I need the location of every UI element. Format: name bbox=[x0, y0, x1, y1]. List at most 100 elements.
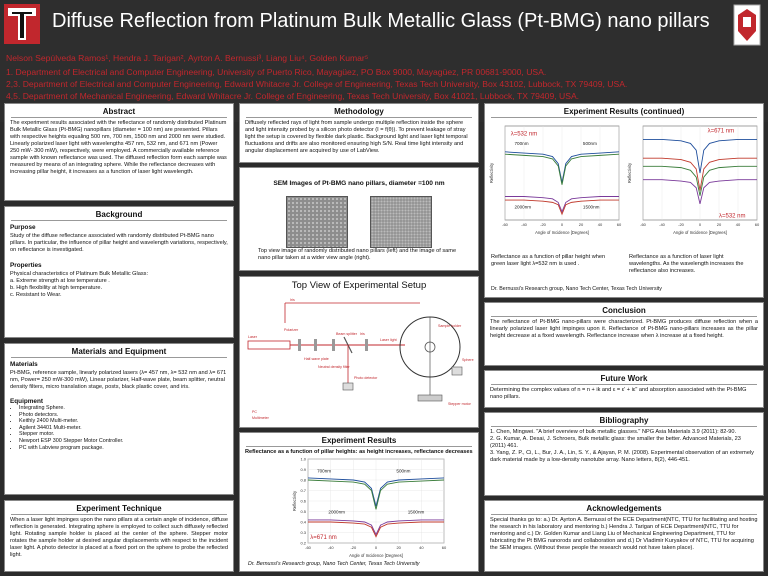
results-subtitle: Reflectance as a function of pillar heig… bbox=[245, 449, 473, 455]
sem-panel: SEM Images of Pt-BMG nano pillars, diame… bbox=[239, 167, 479, 271]
laser-box bbox=[247, 340, 291, 350]
purpose-text: Study of the diffuse reflectance associa… bbox=[10, 233, 228, 253]
setup-label: Iris bbox=[290, 298, 295, 302]
x-tick-label: -60 bbox=[640, 222, 647, 227]
conclusion-title: Conclusion bbox=[602, 306, 646, 315]
y-tick-label: 0.7 bbox=[300, 488, 306, 493]
list-item: Newport ESP 300 Stepper Motor Controller… bbox=[19, 438, 233, 445]
setup-diagram: Laser Polarizer Half-wave plate Neutral … bbox=[247, 298, 474, 420]
divider bbox=[11, 220, 227, 221]
properties-line: Physical characteristics of Platinum Bul… bbox=[10, 271, 149, 277]
setup-label: Photo detector bbox=[354, 376, 378, 380]
iris-shape bbox=[365, 339, 368, 351]
list-item: Stepper motor. bbox=[19, 431, 233, 438]
texas-tech-logo-icon bbox=[4, 4, 40, 44]
results-footer: Dr. Bernussi's Research group, Nano Tech… bbox=[248, 561, 420, 567]
methodology-text: Diffusely reflected rays of light from s… bbox=[245, 120, 468, 154]
bibliography-title: Bibliography bbox=[599, 416, 649, 425]
chart-annotation: 1500nm bbox=[408, 510, 425, 515]
x-tick-label: 20 bbox=[396, 545, 401, 550]
abstract-panel: Abstract The experiment results associat… bbox=[4, 103, 234, 201]
equipment-title: Equipment bbox=[10, 398, 44, 405]
x-tick-label: -20 bbox=[678, 222, 685, 227]
x-axis-label: Angle of Incidence [Degrees] bbox=[673, 230, 727, 235]
chart-annotation: 1500nm bbox=[583, 204, 600, 209]
abstract-title: Abstract bbox=[102, 107, 136, 116]
bibliography-panel: Bibliography 1. Chen, Mingwei. "A brief … bbox=[484, 412, 764, 496]
results2-footer: Dr. Bernussi's Research group, Nano Tech… bbox=[491, 286, 662, 292]
sem-caption: Top view image of randomly distributed n… bbox=[258, 248, 457, 261]
x-tick-label: 0 bbox=[561, 222, 564, 227]
series-line bbox=[308, 519, 444, 536]
setup-label: Beam splitter bbox=[336, 332, 358, 336]
y-tick-label: 0.5 bbox=[300, 509, 306, 514]
properties-text: Physical characteristics of Platinum Bul… bbox=[5, 269, 233, 301]
sem-image-top-view bbox=[286, 196, 348, 248]
ack-title: Acknowledgements bbox=[586, 504, 662, 513]
properties-title: Properties bbox=[10, 262, 42, 269]
sem-image-wide-view bbox=[370, 196, 432, 248]
x-axis-label: Angle of Incidence [Degrees] bbox=[349, 553, 403, 558]
technique-panel: Experiment Technique When a laser light … bbox=[4, 500, 234, 572]
y-tick-label: 1.0 bbox=[300, 456, 306, 461]
series-line bbox=[504, 151, 620, 183]
x-tick-label: 40 bbox=[736, 222, 741, 227]
future-title: Future Work bbox=[600, 374, 648, 383]
y-axis-label: Reflectivity bbox=[627, 162, 632, 183]
sphere-detector-shape bbox=[451, 366, 463, 376]
chart-annotation: 2000nm bbox=[328, 510, 345, 515]
x-tick-label: 60 bbox=[617, 222, 622, 227]
results-continued-panel: Experiment Results (continued) -60 -40 -20… bbox=[484, 103, 764, 298]
divider bbox=[491, 316, 757, 317]
properties-line: c. Resistant to Wear. bbox=[10, 292, 62, 298]
setup-label: Neutral density filter bbox=[318, 365, 351, 369]
results2-title: Experiment Results (continued) bbox=[563, 107, 685, 116]
y-tick-label: 0.6 bbox=[300, 498, 306, 503]
x-tick-label: 60 bbox=[755, 222, 760, 227]
half-wave-plate-shape bbox=[314, 339, 317, 351]
series-line bbox=[504, 153, 620, 185]
x-tick-label: 40 bbox=[598, 222, 603, 227]
divider bbox=[246, 446, 472, 447]
series-line bbox=[643, 138, 757, 174]
bibliography-item: 3. Yang, Z. P., Ci, L., Bur, J. A., Lin,… bbox=[490, 450, 754, 463]
bibliography-item: 2. G. Kumar, A. Desai, J. Schroers, Bulk… bbox=[490, 436, 741, 449]
x-tick-label: 20 bbox=[717, 222, 722, 227]
x-tick-label: -20 bbox=[350, 545, 357, 550]
y-axis-label: Reflectivity bbox=[489, 162, 494, 183]
materials-text: Pt-BMG, reference sample, linearly polar… bbox=[10, 370, 227, 390]
chart-annotation: λ=532 nm bbox=[719, 213, 746, 219]
affiliation-2: 2,3. Department of Electrical and Comput… bbox=[6, 79, 628, 89]
future-work-panel: Future Work Determining the complex valu… bbox=[484, 370, 764, 408]
y-tick-label: 0.3 bbox=[300, 530, 306, 535]
divider bbox=[246, 117, 472, 118]
list-item: Agilent 34401 Multi-meter. bbox=[19, 425, 233, 432]
bibliography-item: 1. Chen, Mingwei. "A brief overview of b… bbox=[490, 429, 737, 435]
divider bbox=[11, 357, 227, 358]
purpose-title: Purpose bbox=[10, 224, 36, 231]
setup-panel: Top View of Experimental Setup Laser Pol… bbox=[239, 276, 479, 428]
list-item: PC with Labview program package. bbox=[19, 445, 233, 452]
x-tick-label: -60 bbox=[305, 545, 312, 550]
setup-label: Sphere bbox=[462, 358, 474, 362]
list-item: Keithly 2400 Multi-meter. bbox=[19, 418, 233, 425]
setup-label: Stepper motor bbox=[448, 402, 472, 406]
x-axis-label: Angle of Incidence [Degrees] bbox=[535, 230, 589, 235]
materials-subtitle: Materials bbox=[10, 361, 38, 368]
chart-annotation: λ=532 nm bbox=[511, 131, 538, 137]
ack-text: Special thanks go to: a.) Dr. Ayrton A. … bbox=[490, 517, 758, 551]
setup-label: Laser bbox=[248, 335, 258, 339]
divider bbox=[11, 117, 227, 118]
setup-label: Multimeter bbox=[252, 416, 270, 420]
chart-annotation: λ=671 nm bbox=[310, 535, 337, 541]
sem-title: SEM Images of Pt-BMG nano pillars, diame… bbox=[273, 180, 445, 187]
setup-title: Top View of Experimental Setup bbox=[291, 280, 427, 291]
bibliography-list: 1. Chen, Mingwei. "A brief overview of b… bbox=[485, 427, 763, 466]
equipment-list: Integrating Sphere. Photo detectors. Kei… bbox=[5, 405, 233, 451]
results2-caption-left: Reflectance as a function of pillar heig… bbox=[491, 254, 606, 267]
series-line bbox=[307, 479, 445, 510]
photo-detector-shape bbox=[342, 382, 354, 391]
series-line bbox=[308, 521, 444, 538]
setup-label: Sample holder bbox=[438, 324, 462, 328]
methodology-title: Methodology bbox=[334, 107, 384, 116]
